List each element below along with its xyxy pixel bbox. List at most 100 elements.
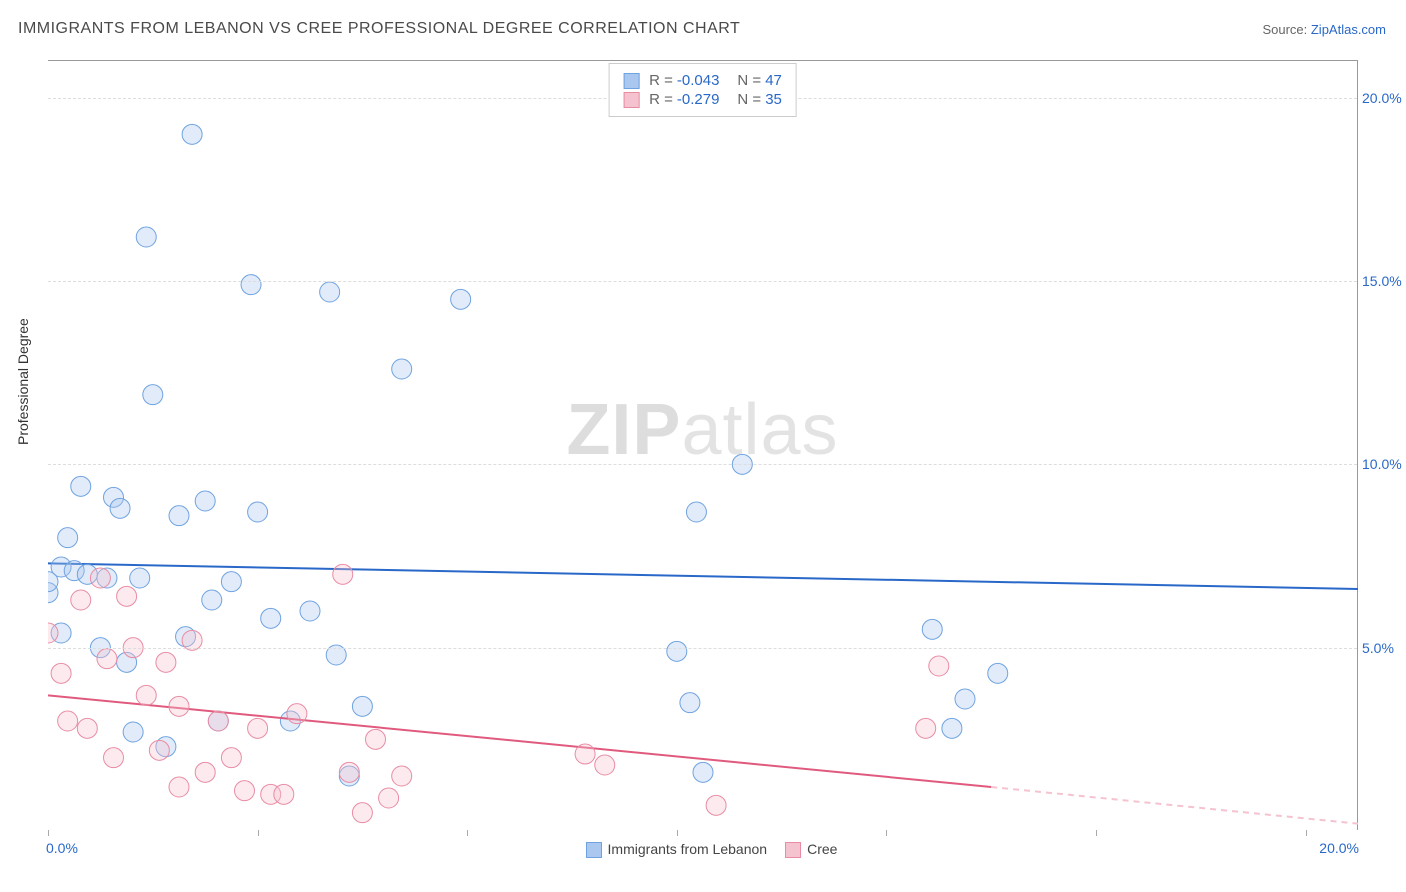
data-point — [130, 568, 150, 588]
legend-row: R =-0.279N =35 — [623, 91, 782, 108]
legend-series-label: Cree — [807, 841, 837, 857]
legend-swatch — [623, 92, 639, 108]
data-point — [97, 568, 117, 588]
data-point — [48, 572, 58, 592]
chart-title: IMMIGRANTS FROM LEBANON VS CREE PROFESSI… — [18, 20, 740, 38]
data-point — [922, 619, 942, 639]
grid-line — [48, 648, 1357, 649]
data-point — [352, 696, 372, 716]
chart-svg — [48, 61, 1358, 831]
data-point — [176, 627, 196, 647]
data-point — [693, 762, 713, 782]
data-point — [392, 766, 412, 786]
data-point — [169, 506, 189, 526]
data-point — [686, 502, 706, 522]
data-point — [320, 282, 340, 302]
legend-swatch — [785, 842, 801, 858]
legend-swatch — [623, 73, 639, 89]
data-point — [300, 601, 320, 621]
data-point — [241, 275, 261, 295]
data-point — [156, 652, 176, 672]
data-point — [379, 788, 399, 808]
data-point — [64, 561, 84, 581]
data-point — [195, 491, 215, 511]
legend-series-label: Immigrants from Lebanon — [608, 841, 768, 857]
data-point — [274, 784, 294, 804]
x-tick-label-min: 0.0% — [46, 840, 78, 856]
data-point — [90, 568, 110, 588]
x-tick — [1306, 830, 1307, 836]
data-point — [48, 623, 58, 643]
data-point — [149, 740, 169, 760]
x-tick — [886, 830, 887, 836]
data-point — [202, 590, 222, 610]
data-point — [575, 744, 595, 764]
data-point — [366, 729, 386, 749]
trend-line-dashed — [991, 787, 1358, 824]
data-point — [97, 649, 117, 669]
grid-line — [48, 281, 1357, 282]
x-tick — [1096, 830, 1097, 836]
data-point — [51, 623, 71, 643]
data-point — [916, 718, 936, 738]
data-point — [339, 762, 359, 782]
y-axis-label: Professional Degree — [15, 318, 31, 445]
plot-area: ZIPatlas R =-0.043N =47R =-0.279N =35 Im… — [48, 60, 1358, 830]
data-point — [58, 711, 78, 731]
data-point — [287, 704, 307, 724]
data-point — [706, 795, 726, 815]
legend-n-label: N = — [737, 72, 761, 89]
data-point — [955, 689, 975, 709]
data-point — [169, 696, 189, 716]
legend-r-value: -0.043 — [677, 72, 720, 89]
data-point — [136, 685, 156, 705]
data-point — [280, 711, 300, 731]
data-point — [680, 693, 700, 713]
data-point — [136, 227, 156, 247]
data-point — [392, 359, 412, 379]
watermark-bold: ZIP — [566, 390, 681, 470]
legend-r-value: -0.279 — [677, 91, 720, 108]
data-point — [248, 502, 268, 522]
data-point — [51, 663, 71, 683]
y-tick-label: 5.0% — [1362, 640, 1406, 656]
source-attribution: Source: ZipAtlas.com — [1262, 22, 1386, 37]
data-point — [104, 487, 124, 507]
data-point — [123, 722, 143, 742]
data-point — [235, 781, 255, 801]
legend-row: R =-0.043 N =47 — [623, 72, 782, 89]
data-point — [58, 528, 78, 548]
x-tick — [677, 830, 678, 836]
watermark: ZIPatlas — [566, 389, 838, 471]
legend-n-value: 47 — [765, 72, 782, 89]
data-point — [451, 289, 471, 309]
legend-r-label: R = — [649, 91, 673, 108]
data-point — [77, 718, 97, 738]
y-tick-label: 10.0% — [1362, 456, 1406, 472]
data-point — [104, 748, 124, 768]
correlation-legend: R =-0.043 N =47 R =-0.279N =35 — [608, 63, 797, 117]
data-point — [208, 711, 228, 731]
x-tick-label-max: 20.0% — [1319, 840, 1359, 856]
data-point — [595, 755, 615, 775]
y-tick-label: 20.0% — [1362, 90, 1406, 106]
source-link[interactable]: ZipAtlas.com — [1311, 22, 1386, 37]
data-point — [51, 557, 71, 577]
legend-swatch — [586, 842, 602, 858]
data-point — [143, 385, 163, 405]
data-point — [117, 652, 137, 672]
data-point — [221, 748, 241, 768]
data-point — [71, 590, 91, 610]
legend-r-label: R = — [649, 72, 673, 89]
data-point — [110, 498, 130, 518]
data-point — [248, 718, 268, 738]
data-point — [988, 663, 1008, 683]
watermark-light: atlas — [681, 390, 838, 470]
data-point — [156, 737, 176, 757]
data-point — [48, 583, 58, 603]
data-point — [352, 803, 372, 823]
data-point — [261, 608, 281, 628]
data-point — [71, 476, 91, 496]
x-tick — [48, 830, 49, 836]
data-point — [667, 641, 687, 661]
